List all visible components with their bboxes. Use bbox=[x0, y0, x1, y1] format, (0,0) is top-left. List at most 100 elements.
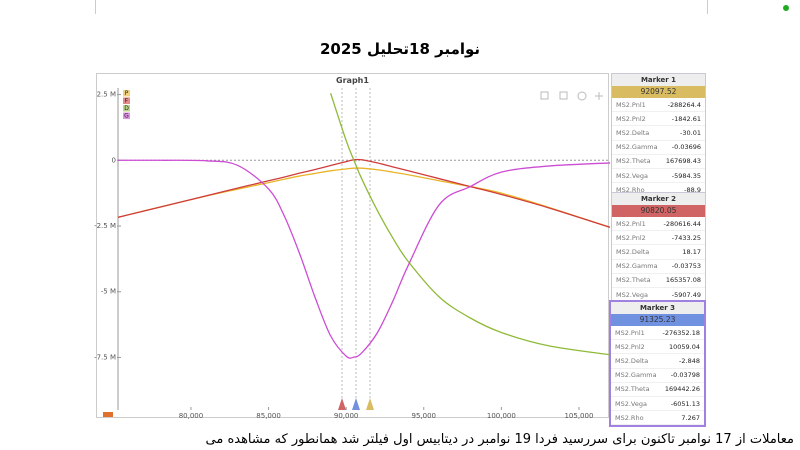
legend-swatch bbox=[123, 90, 130, 97]
marker-title: Marker 3 bbox=[611, 302, 704, 314]
row-value: 7.267 bbox=[681, 413, 700, 422]
series-line bbox=[118, 159, 610, 359]
x-tick-label: 85,000 bbox=[256, 412, 281, 420]
marker-panel: Marker 1 92097.52 MS2.Pnl1 -288264.4 MS2.Pnl… bbox=[611, 73, 706, 199]
row-value: -88.9 bbox=[684, 185, 701, 194]
frame-edge bbox=[707, 0, 708, 14]
marker-row: MS2.Delta 18.17 bbox=[612, 245, 705, 260]
frame-edge bbox=[95, 0, 96, 14]
marker-value: 90820.05 bbox=[612, 205, 705, 217]
legend-label: P bbox=[125, 90, 129, 97]
row-label: MS2.Pnl1 bbox=[616, 100, 646, 109]
marker-panel: Marker 3 91325.23 MS2.Pnl1 -276352.18 MS2.Pn… bbox=[609, 300, 706, 428]
row-value: -2.848 bbox=[679, 356, 700, 365]
page-title: 2025 نوامبر 18تحلیل bbox=[319, 40, 481, 58]
marker-row: MS2.Vega -5984.35 bbox=[612, 169, 705, 184]
row-value: 169442.26 bbox=[664, 385, 700, 394]
row-value: -0.03696 bbox=[671, 143, 701, 152]
y-tick-label: -5 M bbox=[101, 288, 116, 296]
marker-row: MS2.Pnl1 -280616.44 bbox=[612, 217, 705, 232]
graph-frame: Graph1 bbox=[96, 73, 609, 418]
row-value: -0.03798 bbox=[670, 371, 700, 380]
marker-row: MS2.Pnl2 -7433.25 bbox=[612, 231, 705, 246]
x-tick-label: 90,000 bbox=[334, 412, 359, 420]
row-label: MS2.Pnl2 bbox=[616, 233, 646, 242]
row-label: MS2.Delta bbox=[616, 247, 650, 256]
legend-label: D bbox=[124, 105, 129, 112]
marker-row: MS2.Gamma -0.03696 bbox=[612, 141, 705, 155]
row-label: MS2.Rho bbox=[615, 413, 644, 422]
marker-row: MS2.Pnl1 -288264.4 bbox=[612, 98, 705, 113]
row-label: MS2.Gamma bbox=[616, 143, 658, 152]
marker-handle[interactable] bbox=[352, 398, 360, 410]
legend-swatch bbox=[123, 97, 130, 104]
y-tick-label: 2.5 M bbox=[97, 91, 116, 99]
row-label: MS2.Pnl1 bbox=[615, 328, 645, 337]
row-value: -5984.35 bbox=[671, 171, 701, 180]
marker-value: 92097.52 bbox=[612, 86, 705, 98]
x-tick-label: 105,000 bbox=[564, 412, 593, 420]
series-line bbox=[330, 93, 610, 356]
series-line bbox=[118, 158, 610, 228]
row-label: MS2.Gamma bbox=[615, 371, 657, 380]
marker-row: MS2.Theta 167698.43 bbox=[612, 155, 705, 169]
marker-row: MS2.Rho 7.267 bbox=[611, 411, 704, 426]
graph-title: Graph1 bbox=[336, 76, 369, 85]
row-label: MS2.Pnl2 bbox=[616, 114, 646, 123]
marker-row: MS2.Gamma -0.03798 bbox=[611, 369, 704, 383]
row-label: MS2.Vega bbox=[615, 399, 647, 408]
y-tick-label: -7.5 M bbox=[94, 353, 116, 361]
y-tick-label: -2.5 M bbox=[94, 222, 116, 230]
status-dot bbox=[783, 5, 789, 11]
marker-row: MS2.Delta -30.01 bbox=[612, 126, 705, 141]
row-value: -7433.25 bbox=[671, 233, 701, 242]
marker-row: MS2.Pnl2 10059.04 bbox=[611, 340, 704, 355]
row-value: 165357.08 bbox=[665, 276, 701, 285]
marker-handle[interactable] bbox=[338, 398, 346, 410]
row-label: MS2.Pnl1 bbox=[616, 219, 646, 228]
marker-row: MS2.Pnl1 -276352.18 bbox=[611, 326, 704, 341]
row-value: 18.17 bbox=[682, 247, 701, 256]
row-value: -5907.49 bbox=[671, 290, 701, 299]
marker-value: 91325.23 bbox=[611, 314, 704, 326]
marker-row: MS2.Theta 165357.08 bbox=[612, 274, 705, 288]
x-tick-label: 100,000 bbox=[487, 412, 516, 420]
marker-panel: Marker 2 90820.05 MS2.Pnl1 -280616.44 MS2.Pn… bbox=[611, 192, 706, 304]
marker-row: MS2.Pnl2 -1842.61 bbox=[612, 112, 705, 127]
marker-row: MS2.Vega -6051.13 bbox=[611, 397, 704, 412]
row-label: MS2.Vega bbox=[616, 290, 648, 299]
row-value: -6051.13 bbox=[670, 399, 700, 408]
row-value: 167698.43 bbox=[665, 157, 701, 166]
row-label: MS2.Vega bbox=[616, 171, 648, 180]
legend-label: F bbox=[125, 98, 129, 105]
row-value: -0.03753 bbox=[671, 262, 701, 271]
row-value: -30.01 bbox=[680, 128, 701, 137]
marker-title: Marker 1 bbox=[612, 74, 705, 86]
flag-icon[interactable] bbox=[103, 412, 113, 417]
legend-label: G bbox=[124, 113, 129, 120]
row-label: MS2.Rho bbox=[616, 185, 645, 194]
x-tick-label: 95,000 bbox=[412, 412, 437, 420]
row-label: MS2.Theta bbox=[616, 157, 651, 166]
row-label: MS2.Delta bbox=[616, 128, 650, 137]
row-label: MS2.Theta bbox=[616, 276, 651, 285]
marker-row: MS2.Gamma -0.03753 bbox=[612, 260, 705, 274]
row-value: -1842.61 bbox=[671, 114, 701, 123]
footer-text: معاملات از 17 نوامبر تاکنون برای سررسید … bbox=[205, 432, 794, 447]
series-line bbox=[118, 167, 610, 228]
row-value: -280616.44 bbox=[663, 219, 702, 228]
toolbar[interactable] bbox=[540, 91, 603, 101]
marker-handle[interactable] bbox=[366, 398, 374, 410]
x-tick-label: 80,000 bbox=[179, 412, 204, 420]
row-label: MS2.Gamma bbox=[616, 262, 658, 271]
marker-row: MS2.Theta 169442.26 bbox=[611, 383, 704, 397]
marker-row: MS2.Delta -2.848 bbox=[611, 354, 704, 369]
row-value: -288264.4 bbox=[667, 100, 701, 109]
row-value: 10059.04 bbox=[668, 342, 700, 351]
legend-swatch bbox=[123, 112, 130, 119]
row-label: MS2.Delta bbox=[615, 356, 649, 365]
row-label: MS2.Pnl2 bbox=[615, 342, 645, 351]
legend-swatch bbox=[123, 105, 130, 112]
